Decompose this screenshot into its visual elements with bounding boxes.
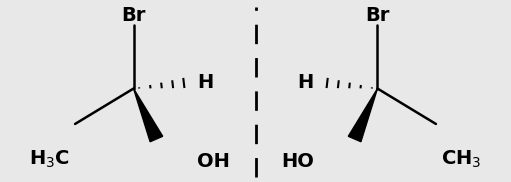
Text: H: H (197, 73, 213, 92)
Text: HO: HO (281, 152, 314, 171)
Text: Br: Br (121, 6, 146, 25)
Polygon shape (349, 89, 378, 142)
Text: H$_3$C: H$_3$C (29, 149, 70, 170)
Text: Br: Br (365, 6, 390, 25)
Text: CH$_3$: CH$_3$ (442, 149, 482, 170)
Text: H: H (298, 73, 314, 92)
Polygon shape (133, 89, 162, 142)
Text: OH: OH (197, 152, 230, 171)
